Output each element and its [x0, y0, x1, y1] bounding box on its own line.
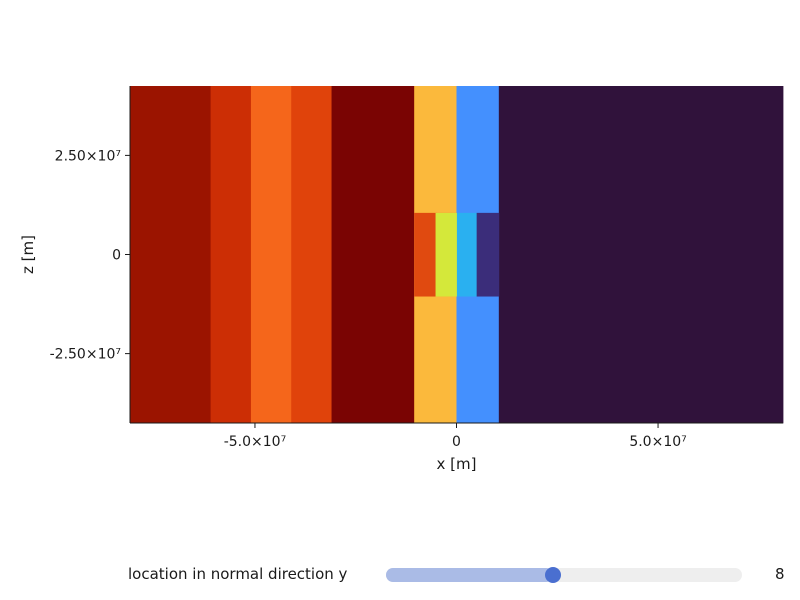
x-tick-label: 5.0×10⁷ [629, 434, 686, 450]
heatmap-cell [291, 86, 332, 424]
x-tick-label: -5.0×10⁷ [224, 434, 286, 450]
slider-handle[interactable] [545, 567, 562, 583]
heatmap-cell [476, 212, 500, 297]
heatmap-cell [250, 86, 292, 424]
x-axis-title: x [m] [437, 455, 477, 473]
x-axis-ticks: -5.0×10⁷ 0 5.0×10⁷ [224, 423, 687, 450]
y-axis-ticks: 2.50×10⁷ 0 -2.50×10⁷ [50, 148, 130, 363]
y-axis-title: z [m] [19, 235, 37, 274]
heatmap-cell [210, 86, 252, 424]
heatmap-cell [456, 212, 478, 297]
heatmap-cell [331, 86, 415, 424]
heatmap-cell [435, 212, 457, 297]
y-tick-label: -2.50×10⁷ [50, 347, 121, 363]
heatmap-cells [130, 86, 784, 424]
x-tick-label: 0 [452, 434, 461, 450]
heatmap-plot: -5.0×10⁷ 0 5.0×10⁷ 2.50×10⁷ 0 -2.50×10⁷ x [m… [19, 86, 784, 473]
slider-label: location in normal direction y [128, 565, 348, 583]
y-tick-label: 2.50×10⁷ [55, 148, 121, 164]
location-slider[interactable] [386, 567, 742, 583]
y-tick-label: 0 [112, 248, 121, 264]
slider-row: location in normal direction y 8 [0, 560, 800, 590]
slider-fill [386, 568, 554, 582]
heatmap-cell [130, 86, 212, 424]
heatmap-cell [414, 212, 437, 297]
heatmap-cell [498, 86, 784, 424]
slider-value: 8 [775, 565, 785, 583]
